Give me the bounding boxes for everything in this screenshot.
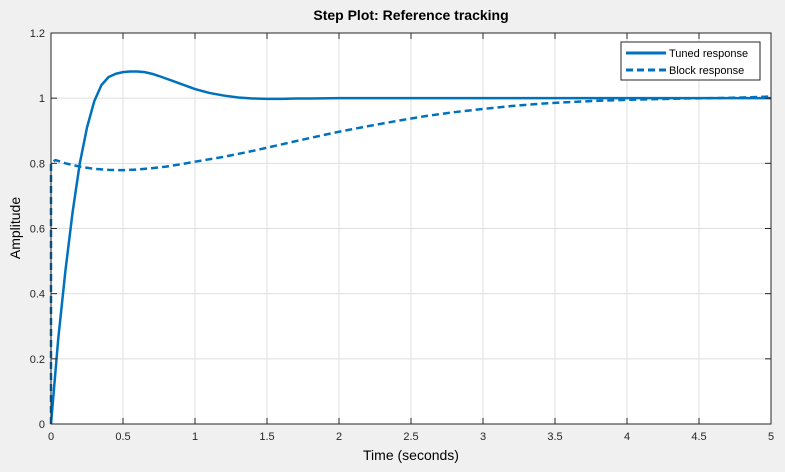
x-tick-label: 2 bbox=[336, 431, 342, 443]
y-tick-label: 0.8 bbox=[30, 158, 45, 170]
series-lines bbox=[49, 70, 772, 425]
x-tick-label: 4 bbox=[624, 431, 630, 443]
x-tick-label: 3.5 bbox=[547, 431, 562, 443]
y-tick-label: 0.2 bbox=[30, 354, 45, 366]
x-tick-label: 1 bbox=[192, 431, 198, 443]
y-tick-label: 1.2 bbox=[30, 28, 45, 40]
chart-title: Step Plot: Reference tracking bbox=[313, 7, 508, 23]
tick-marks bbox=[50, 32, 772, 425]
legend-label-block: Block response bbox=[669, 65, 744, 77]
x-tick-label: 2.5 bbox=[403, 431, 418, 443]
x-tick-label: 4.5 bbox=[691, 431, 706, 443]
x-tick-label: 1.5 bbox=[259, 431, 274, 443]
tick-labels: 0 0.5 1 1.5 2 2.5 3 3.5 4 4.5 5 0 0.2 0.4 0.6 0.8 1 1.2 bbox=[30, 28, 774, 443]
x-tick-label: 0.5 bbox=[115, 431, 130, 443]
y-axis-label: Amplitude bbox=[7, 197, 23, 259]
y-tick-label: 0 bbox=[39, 419, 45, 431]
x-tick-label: 3 bbox=[480, 431, 486, 443]
legend-box bbox=[620, 41, 761, 81]
x-axis-label: Time (seconds) bbox=[363, 447, 459, 463]
y-tick-label: 1 bbox=[39, 93, 45, 105]
legend: Tuned response Block response bbox=[620, 41, 761, 81]
series-line-block-response bbox=[49, 95, 772, 424]
legend-label-tuned: Tuned response bbox=[669, 48, 748, 60]
y-tick-label: 0.6 bbox=[30, 224, 45, 236]
series-line-tuned-response bbox=[49, 70, 771, 425]
x-tick-label: 5 bbox=[768, 431, 774, 443]
x-tick-label: 0 bbox=[48, 431, 54, 443]
y-tick-label: 0.4 bbox=[30, 289, 45, 301]
